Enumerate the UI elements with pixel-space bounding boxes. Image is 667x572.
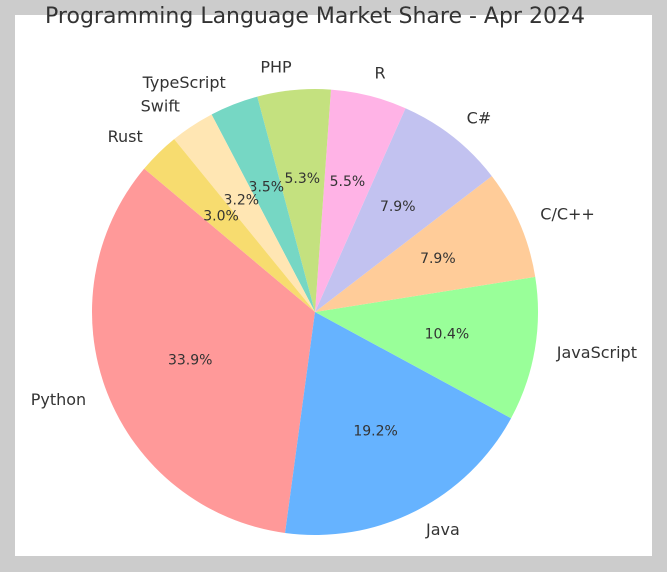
pie-slice xyxy=(144,139,315,312)
slice-label: Python xyxy=(31,390,86,409)
value-label: 10.4% xyxy=(425,327,469,343)
value-label: 19.2% xyxy=(353,423,397,439)
value-label: 3.5% xyxy=(249,179,285,195)
slice-label: Java xyxy=(425,520,460,539)
pie-slice xyxy=(285,312,512,535)
value-label: 3.0% xyxy=(203,209,239,225)
pie-slice xyxy=(174,114,315,312)
slice-label: Rust xyxy=(108,127,143,146)
slice-label: JavaScript xyxy=(556,343,637,362)
value-label: 5.3% xyxy=(285,171,321,187)
pie-slice xyxy=(315,108,492,312)
value-label: 7.9% xyxy=(380,199,416,215)
pie-slice xyxy=(315,176,536,312)
value-label: 7.9% xyxy=(420,251,456,267)
value-label: 5.5% xyxy=(330,174,366,190)
slice-label: PHP xyxy=(260,57,292,76)
slice-label: TypeScript xyxy=(142,73,226,92)
slice-label: C/C++ xyxy=(540,204,595,223)
pie-slice xyxy=(257,88,331,312)
pie-slice xyxy=(91,168,316,533)
pie-slice xyxy=(211,96,315,312)
pie-slice xyxy=(315,89,406,312)
slice-label: Swift xyxy=(141,97,180,116)
value-label: 33.9% xyxy=(168,352,212,368)
value-label: 3.2% xyxy=(224,192,260,208)
pie-slice xyxy=(315,276,538,419)
chart-title: Programming Language Market Share - Apr … xyxy=(45,4,585,29)
slice-label: R xyxy=(374,64,385,83)
slice-label: C# xyxy=(467,109,492,128)
